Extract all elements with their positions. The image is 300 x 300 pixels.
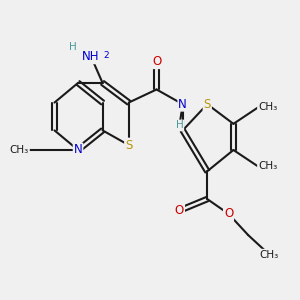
Text: CH₃: CH₃ <box>10 145 29 155</box>
Text: NH: NH <box>82 50 100 63</box>
Text: O: O <box>175 204 184 217</box>
Text: N: N <box>178 98 187 111</box>
Text: CH₃: CH₃ <box>258 161 277 171</box>
Text: S: S <box>125 139 132 152</box>
Text: CH₃: CH₃ <box>260 250 279 260</box>
Text: 2: 2 <box>103 51 109 60</box>
Text: O: O <box>152 55 161 68</box>
Text: N: N <box>74 143 82 157</box>
Text: H: H <box>176 121 183 130</box>
Text: S: S <box>204 98 211 111</box>
Text: CH₃: CH₃ <box>258 103 277 112</box>
Text: H: H <box>69 42 77 52</box>
Text: O: O <box>224 207 233 220</box>
